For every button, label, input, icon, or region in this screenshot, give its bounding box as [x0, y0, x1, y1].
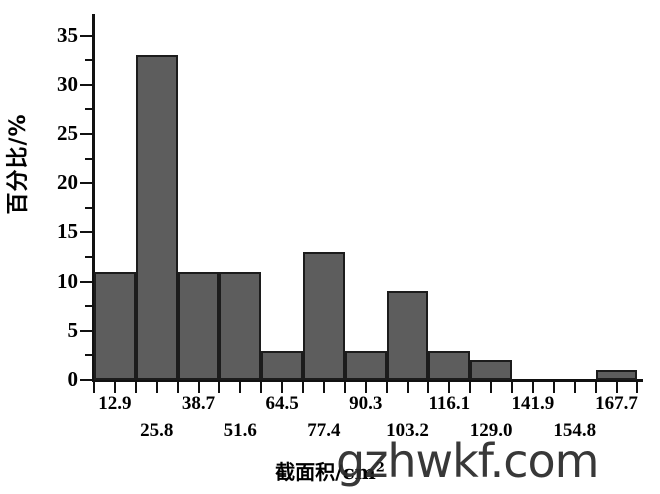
x-axis-tick-label: 167.7 — [595, 393, 638, 414]
y-axis-tick-label: 15 — [57, 219, 78, 244]
histogram-bar — [219, 271, 262, 380]
histogram-bar — [303, 252, 345, 380]
x-axis-tick — [594, 382, 597, 393]
x-axis-tick — [427, 382, 430, 393]
y-axis-tick-major — [80, 182, 92, 185]
x-axis-tick — [343, 382, 346, 393]
x-axis-tick-label: 116.1 — [428, 393, 471, 414]
x-axis-tick — [239, 382, 242, 393]
y-axis-tick-major — [80, 329, 92, 332]
y-axis-tick-minor — [85, 206, 92, 209]
x-axis-title-superscript: 2 — [375, 460, 385, 476]
x-axis-tick — [531, 382, 534, 393]
y-axis-tick-label: 35 — [57, 22, 78, 47]
y-axis-tick-minor — [85, 354, 92, 357]
y-axis-tick-major — [80, 133, 92, 136]
x-axis-tick — [302, 382, 304, 393]
x-axis-tick-label: 77.4 — [307, 420, 341, 441]
y-axis-tick-label: 30 — [57, 71, 78, 96]
y-axis-tick-minor — [85, 157, 92, 160]
x-axis-tick — [573, 382, 576, 393]
x-axis-tick-label: 129.0 — [469, 420, 513, 441]
watermark-text: gzhwkf.com — [336, 434, 599, 488]
y-axis-tick-minor — [85, 59, 92, 62]
x-axis-tick — [176, 382, 179, 393]
y-axis-tick-label: 5 — [67, 317, 79, 342]
x-axis-tick — [448, 382, 451, 393]
histogram-bar — [94, 271, 136, 380]
x-axis-tick — [490, 382, 493, 393]
histogram-bar — [470, 360, 512, 380]
y-axis-tick-label: 10 — [57, 268, 78, 293]
x-axis-tick — [197, 382, 200, 393]
x-axis-tick — [155, 382, 158, 393]
x-axis-tick-label: 90.3 — [349, 393, 383, 414]
y-axis-line — [92, 14, 95, 382]
y-axis-tick-major — [80, 379, 92, 381]
y-axis-tick-label: 25 — [57, 121, 78, 146]
y-axis-tick-major — [80, 34, 92, 37]
y-axis-tick-minor — [85, 108, 92, 111]
x-axis-title-text: 截面积/cm — [275, 460, 376, 484]
histogram-bar — [261, 350, 303, 380]
x-axis-tick — [113, 382, 116, 393]
x-axis-tick — [218, 382, 221, 393]
y-axis-tick-label: 20 — [57, 170, 78, 195]
x-axis-tick-label: 25.8 — [140, 420, 174, 441]
y-axis-tick-minor — [85, 305, 92, 308]
histogram-bar — [428, 350, 471, 380]
x-axis-tick — [552, 382, 555, 393]
histogram-bar — [344, 350, 387, 380]
x-axis-tick — [281, 382, 284, 393]
y-axis-tick-labels: 0 5 10 15 20 25 30 35 — [14, 0, 78, 494]
histogram-bar — [386, 291, 429, 380]
x-axis-tick — [406, 382, 409, 393]
x-axis-tick — [260, 382, 263, 393]
x-axis-tick-label: 154.8 — [553, 420, 597, 441]
x-axis-tick — [364, 382, 367, 393]
y-axis-tick-major — [80, 231, 92, 234]
x-axis-tick-label: 38.7 — [181, 393, 216, 414]
plot-area — [94, 16, 640, 380]
x-axis-tick — [322, 382, 325, 393]
y-axis-tick-label: 0 — [67, 367, 79, 391]
x-axis-tick — [469, 382, 472, 393]
x-axis-tick-label: 64.5 — [265, 393, 299, 414]
x-axis-tick-label: 103.2 — [386, 420, 429, 441]
x-axis-tick — [511, 382, 513, 393]
y-axis-tick-major — [80, 83, 92, 86]
histogram-bar — [595, 370, 638, 380]
histogram-bar — [135, 55, 178, 380]
x-axis-tick-label: 51.6 — [223, 420, 257, 441]
x-axis-tick — [615, 382, 618, 393]
histogram-bar — [177, 271, 220, 380]
y-axis-tick-major — [80, 280, 92, 283]
x-axis-tick-label: 141.9 — [511, 393, 555, 414]
x-axis-tick — [134, 382, 137, 393]
x-axis-line — [92, 379, 643, 382]
x-axis-title: 截面积/cm2 — [0, 456, 660, 485]
x-axis-tick-label: 12.9 — [98, 393, 132, 414]
x-axis-tick — [385, 382, 388, 393]
x-axis-tick — [636, 382, 639, 393]
y-axis-tick-minor — [85, 256, 92, 259]
x-axis-tick — [93, 382, 95, 393]
